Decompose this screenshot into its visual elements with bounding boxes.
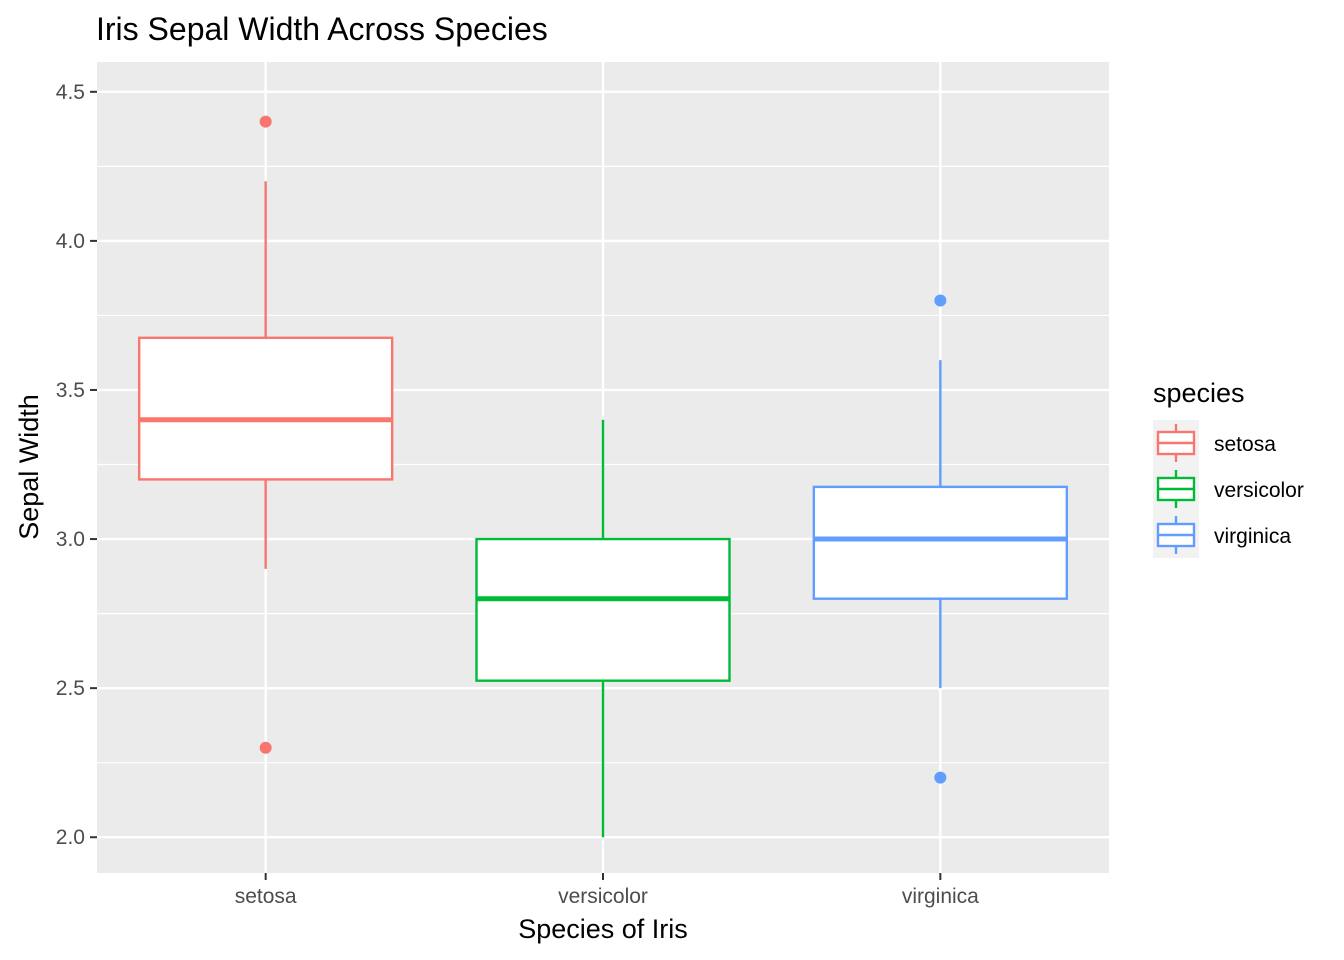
box-virginica <box>812 294 1069 784</box>
box-body <box>475 537 731 682</box>
box-versicolor <box>475 419 731 838</box>
y-tick-label: 2.5 <box>56 677 85 700</box>
legend-label: setosa <box>1214 433 1276 456</box>
y-tick-label: 4.0 <box>56 230 85 253</box>
outlier-point <box>259 741 272 754</box>
x-axis-title: Species of Iris <box>518 914 688 944</box>
legend-label: versicolor <box>1214 479 1304 502</box>
box-body <box>137 336 394 481</box>
legend-title: species <box>1153 378 1245 408</box>
legend-label: virginica <box>1214 525 1291 548</box>
y-tick-label: 3.5 <box>56 379 85 402</box>
x-tick-label: virginica <box>902 885 979 908</box>
box-body <box>812 485 1069 600</box>
y-axis: 2.0 2.5 3.0 3.5 4.0 4.5 <box>56 81 97 849</box>
legend-item-virginica: virginica <box>1153 512 1291 558</box>
legend: species setosa versicolor virginica <box>1153 378 1304 558</box>
legend-item-setosa: setosa <box>1153 420 1276 466</box>
x-tick-label: versicolor <box>558 885 648 908</box>
outlier-point <box>934 771 947 784</box>
legend-item-versicolor: versicolor <box>1153 466 1304 512</box>
box-plots <box>137 115 1069 838</box>
x-axis: setosa versicolor virginica <box>235 873 979 908</box>
y-axis-title: Sepal Width <box>14 394 44 540</box>
chart-title: Iris Sepal Width Across Species <box>96 11 548 47</box>
box-setosa <box>137 115 394 754</box>
x-tick-label: setosa <box>235 885 297 908</box>
y-tick-label: 2.0 <box>56 826 85 849</box>
outlier-point <box>934 294 947 307</box>
outlier-point <box>259 115 272 128</box>
y-tick-label: 3.0 <box>56 528 85 551</box>
y-tick-label: 4.5 <box>56 81 85 104</box>
